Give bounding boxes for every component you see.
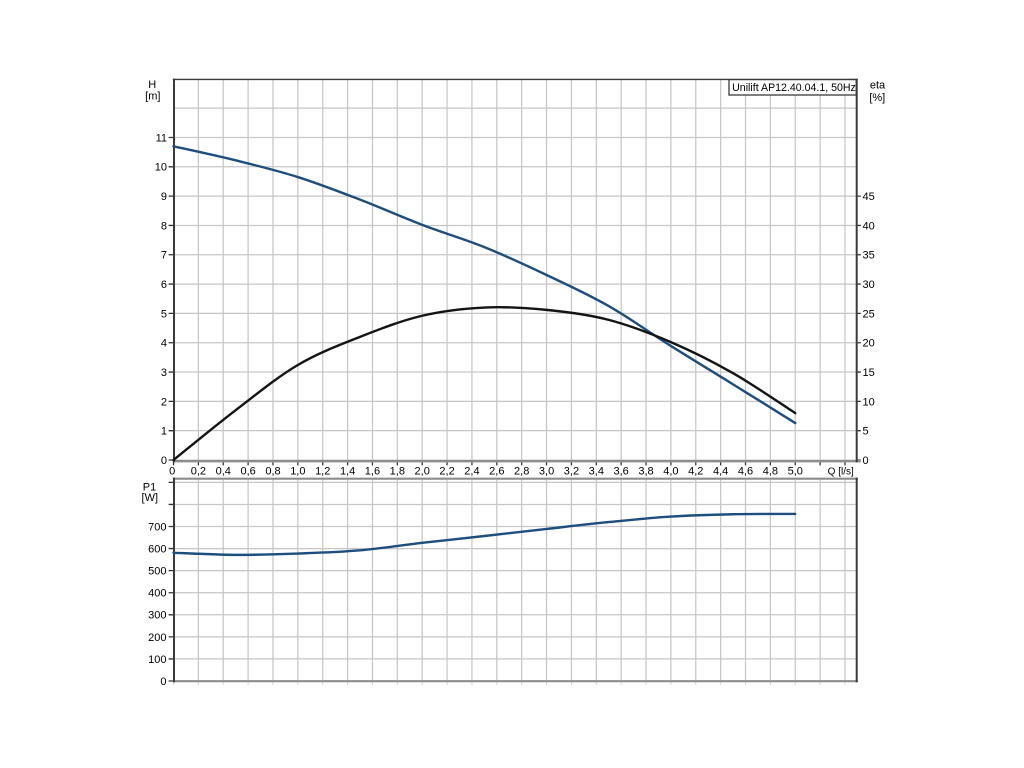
svg-text:0,2: 0,2: [191, 466, 206, 478]
svg-text:5,0: 5,0: [788, 466, 803, 478]
svg-text:300: 300: [148, 610, 166, 622]
svg-text:2,2: 2,2: [439, 466, 454, 478]
svg-text:600: 600: [148, 543, 166, 555]
svg-text:40: 40: [863, 220, 875, 232]
svg-text:0,6: 0,6: [240, 466, 255, 478]
svg-text:15: 15: [863, 367, 875, 379]
svg-text:Q [l/s]: Q [l/s]: [828, 466, 854, 477]
svg-text:Unilift AP12.40.04.1, 50Hz: Unilift AP12.40.04.1, 50Hz: [732, 82, 856, 94]
svg-text:400: 400: [148, 588, 166, 600]
svg-text:6: 6: [161, 279, 167, 291]
svg-text:10: 10: [863, 396, 875, 408]
svg-text:2,6: 2,6: [489, 466, 504, 478]
svg-text:5: 5: [161, 308, 167, 320]
svg-text:0: 0: [169, 466, 175, 478]
svg-text:4,8: 4,8: [763, 466, 778, 478]
svg-text:[W]: [W]: [142, 492, 159, 504]
svg-text:4,6: 4,6: [738, 466, 753, 478]
svg-text:500: 500: [148, 566, 166, 578]
svg-text:20: 20: [863, 338, 875, 350]
svg-text:2,4: 2,4: [464, 466, 479, 478]
svg-text:P1: P1: [143, 481, 156, 493]
svg-text:[%]: [%]: [869, 92, 885, 104]
svg-text:3,8: 3,8: [638, 466, 653, 478]
svg-text:1,0: 1,0: [290, 466, 305, 478]
svg-text:1,2: 1,2: [315, 466, 330, 478]
svg-text:0: 0: [161, 455, 167, 467]
svg-text:9: 9: [161, 191, 167, 203]
svg-text:0,4: 0,4: [216, 466, 231, 478]
svg-text:1,4: 1,4: [340, 466, 355, 478]
svg-text:4,2: 4,2: [688, 466, 703, 478]
svg-text:7: 7: [161, 250, 167, 262]
svg-text:2,0: 2,0: [415, 466, 430, 478]
svg-text:100: 100: [148, 654, 166, 666]
svg-text:5: 5: [863, 426, 869, 438]
svg-text:eta: eta: [870, 79, 886, 91]
svg-text:8: 8: [161, 220, 167, 232]
svg-text:25: 25: [863, 308, 875, 320]
svg-text:3,0: 3,0: [539, 466, 554, 478]
svg-text:0,8: 0,8: [265, 466, 280, 478]
svg-text:3,6: 3,6: [614, 466, 629, 478]
svg-text:3: 3: [161, 367, 167, 379]
svg-text:4: 4: [161, 338, 167, 350]
svg-text:1: 1: [161, 426, 167, 438]
svg-text:10: 10: [155, 162, 167, 174]
svg-text:200: 200: [148, 632, 166, 644]
svg-text:4,4: 4,4: [713, 466, 728, 478]
svg-text:700: 700: [148, 521, 166, 533]
svg-text:35: 35: [863, 250, 875, 262]
svg-text:1,6: 1,6: [365, 466, 380, 478]
svg-text:45: 45: [863, 191, 875, 203]
svg-text:3,4: 3,4: [589, 466, 604, 478]
svg-text:0: 0: [863, 455, 869, 467]
svg-text:2,8: 2,8: [514, 466, 529, 478]
svg-text:[m]: [m]: [145, 91, 160, 103]
svg-text:30: 30: [863, 279, 875, 291]
svg-text:0: 0: [160, 676, 166, 688]
svg-text:4,0: 4,0: [663, 466, 678, 478]
svg-text:3,2: 3,2: [564, 466, 579, 478]
svg-text:11: 11: [156, 132, 167, 144]
svg-text:2: 2: [161, 396, 167, 408]
svg-text:H: H: [148, 79, 156, 91]
svg-text:1,8: 1,8: [390, 466, 405, 478]
